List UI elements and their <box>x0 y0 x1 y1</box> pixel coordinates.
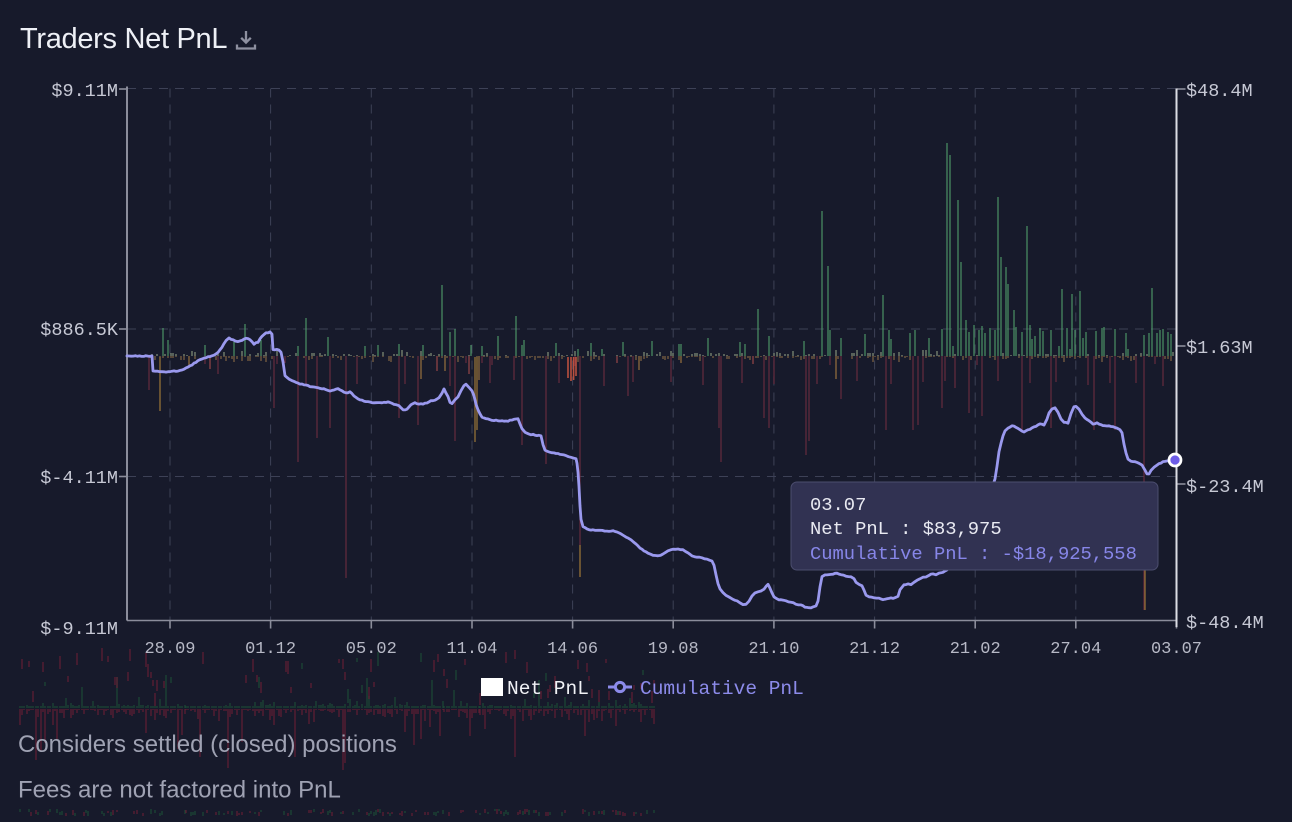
svg-text:$1.63M: $1.63M <box>1186 338 1253 359</box>
svg-text:01.12: 01.12 <box>245 640 296 659</box>
svg-text:05.02: 05.02 <box>346 640 397 659</box>
svg-text:Cumulative PnL: Cumulative PnL <box>640 678 804 700</box>
svg-text:27.04: 27.04 <box>1050 640 1101 659</box>
svg-text:Cumulative PnL : -$18,925,558: Cumulative PnL : -$18,925,558 <box>810 543 1137 565</box>
svg-text:$886.5K: $886.5K <box>40 320 119 341</box>
svg-text:19.08: 19.08 <box>648 640 699 659</box>
svg-text:21.02: 21.02 <box>950 640 1001 659</box>
svg-text:Considers settled (closed) pos: Considers settled (closed) positions <box>18 731 397 758</box>
svg-text:14.06: 14.06 <box>547 640 598 659</box>
svg-text:03.07: 03.07 <box>1151 640 1202 659</box>
svg-text:28.09: 28.09 <box>144 640 195 659</box>
svg-text:11.04: 11.04 <box>446 640 497 659</box>
svg-text:Fees are not factored into PnL: Fees are not factored into PnL <box>18 777 341 804</box>
svg-text:$-48.4M: $-48.4M <box>1186 613 1264 634</box>
svg-text:21.12: 21.12 <box>849 640 900 659</box>
svg-text:Net PnL: Net PnL <box>507 678 589 700</box>
svg-text:21.10: 21.10 <box>748 640 799 659</box>
svg-text:03.07: 03.07 <box>810 494 866 516</box>
svg-text:$48.4M: $48.4M <box>1186 81 1253 102</box>
svg-text:$-4.11M: $-4.11M <box>40 468 118 489</box>
svg-text:$-9.11M: $-9.11M <box>40 619 118 640</box>
svg-text:Net PnL : $83,975: Net PnL : $83,975 <box>810 518 1002 540</box>
svg-text:Traders Net PnL: Traders Net PnL <box>20 23 227 55</box>
svg-text:$9.11M: $9.11M <box>51 81 118 102</box>
svg-text:$-23.4M: $-23.4M <box>1186 477 1264 498</box>
